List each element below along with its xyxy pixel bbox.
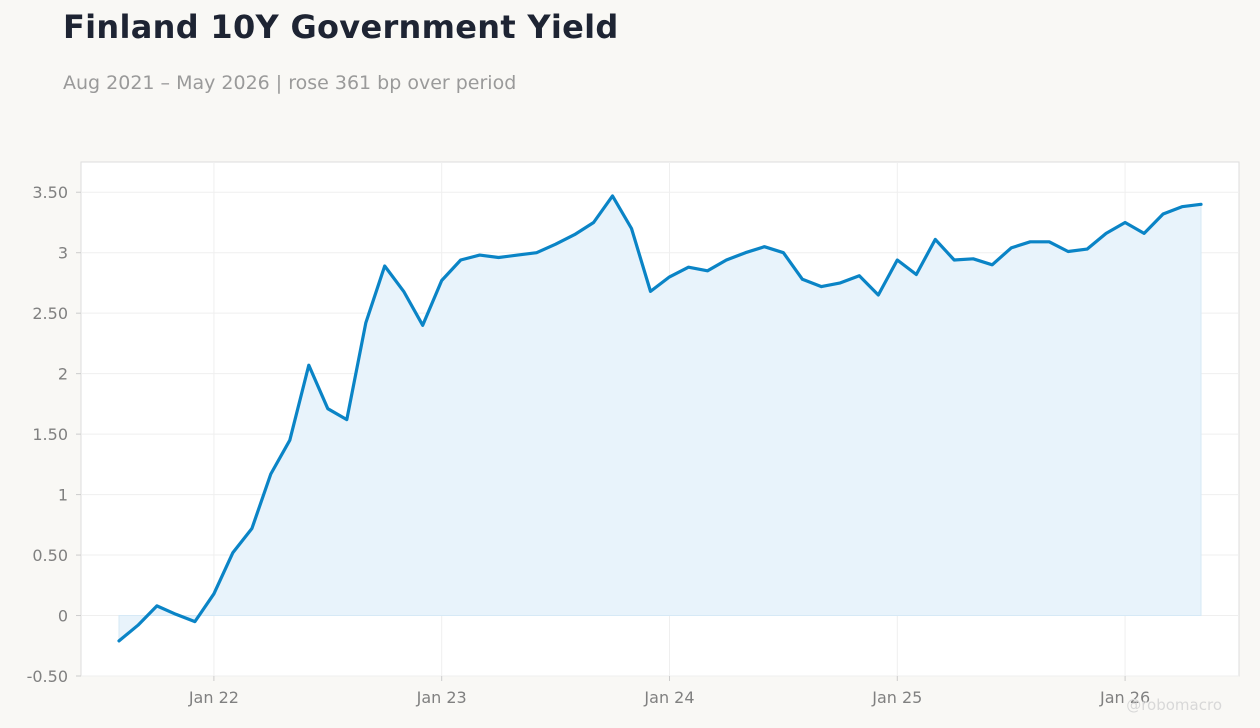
- data-point: [705, 269, 709, 273]
- data-point: [1066, 249, 1070, 253]
- data-point: [326, 407, 330, 411]
- data-point: [459, 258, 463, 262]
- chart-title: Finland 10Y Government Yield: [63, 8, 619, 46]
- data-point: [383, 264, 387, 268]
- data-point: [573, 233, 577, 237]
- y-tick-label: 0.50: [32, 546, 68, 565]
- data-point: [117, 639, 121, 643]
- data-point: [307, 363, 311, 367]
- x-tick-label: Jan 25: [871, 688, 922, 707]
- y-tick-label: 0: [58, 607, 68, 626]
- data-point: [686, 265, 690, 269]
- data-point: [364, 321, 368, 325]
- x-tick-label: Jan 24: [643, 688, 694, 707]
- data-point: [421, 323, 425, 327]
- data-point: [440, 279, 444, 283]
- series-line: [117, 194, 1203, 643]
- data-point: [649, 289, 653, 293]
- data-point: [819, 285, 823, 289]
- data-point: [1047, 240, 1051, 244]
- data-point: [781, 251, 785, 255]
- data-point: [269, 472, 273, 476]
- data-point: [952, 258, 956, 262]
- data-point: [1123, 220, 1127, 224]
- data-point: [193, 620, 197, 624]
- data-point: [516, 253, 520, 257]
- data-point: [1104, 231, 1108, 235]
- x-tick-label: Jan 22: [188, 688, 239, 707]
- y-tick-label: 2.50: [32, 304, 68, 323]
- data-point: [611, 194, 615, 198]
- data-point: [250, 526, 254, 530]
- data-point: [402, 289, 406, 293]
- data-point: [971, 257, 975, 261]
- data-point: [592, 220, 596, 224]
- y-tick-label: 3: [58, 244, 68, 263]
- data-point: [535, 251, 539, 255]
- data-point: [743, 251, 747, 255]
- data-point: [1199, 202, 1203, 206]
- data-point: [1085, 247, 1089, 251]
- data-point: [800, 277, 804, 281]
- x-tick-label: Jan 26: [1099, 688, 1150, 707]
- data-point: [990, 263, 994, 267]
- data-point: [1142, 231, 1146, 235]
- y-tick-label: -0.50: [27, 667, 68, 686]
- data-point: [724, 258, 728, 262]
- data-point: [155, 604, 159, 608]
- data-point: [231, 551, 235, 555]
- data-point: [478, 253, 482, 257]
- data-point: [497, 256, 501, 260]
- data-point: [895, 258, 899, 262]
- data-point: [1009, 246, 1013, 250]
- data-point: [1161, 212, 1165, 216]
- watermark: @robomacro: [1126, 696, 1222, 714]
- data-point: [914, 272, 918, 276]
- x-axis: Jan 22 Jan 23 Jan 24 Jan 25 Jan 26: [188, 676, 1150, 707]
- data-point: [630, 227, 634, 231]
- data-point: [212, 592, 216, 596]
- data-point: [136, 623, 140, 627]
- data-point: [876, 293, 880, 297]
- y-axis: -0.50 0 0.50 1 1.50 2 2.50 3 3.50: [27, 183, 81, 686]
- data-point: [1028, 240, 1032, 244]
- data-point: [554, 242, 558, 246]
- x-tick-label: Jan 23: [416, 688, 467, 707]
- y-tick-label: 3.50: [32, 183, 68, 202]
- data-point: [174, 612, 178, 616]
- y-tick-label: 2: [58, 365, 68, 384]
- data-point: [933, 237, 937, 241]
- data-point: [762, 245, 766, 249]
- y-tick-label: 1.50: [32, 425, 68, 444]
- data-point: [288, 438, 292, 442]
- data-point: [857, 274, 861, 278]
- data-point: [838, 281, 842, 285]
- chart-subtitle: Aug 2021 – May 2026 | rose 361 bp over p…: [63, 72, 517, 94]
- data-point: [1180, 205, 1184, 209]
- data-point: [667, 275, 671, 279]
- y-tick-label: 1: [58, 486, 68, 505]
- data-point: [345, 418, 349, 422]
